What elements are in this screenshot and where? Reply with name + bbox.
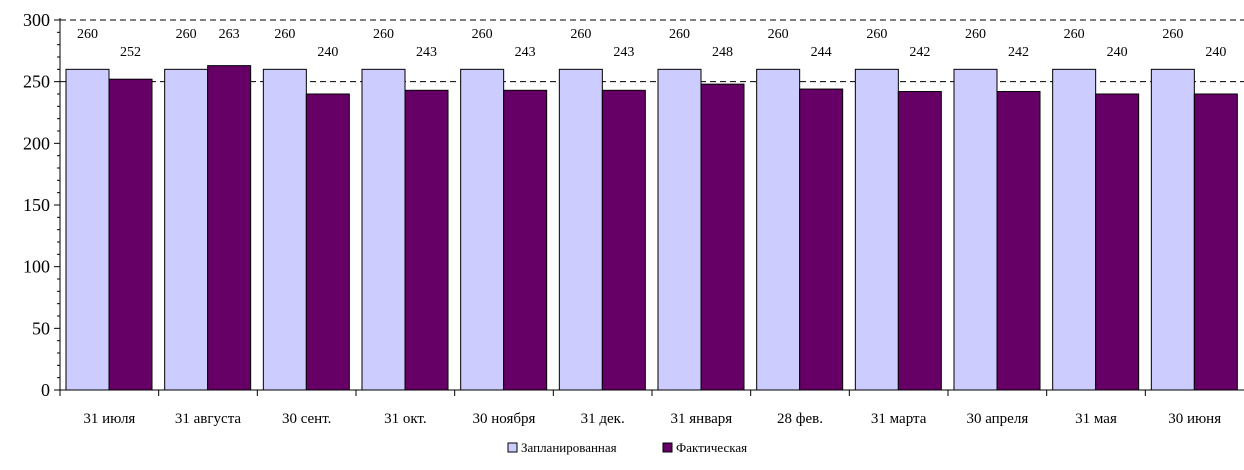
bar-actual	[305, 93, 350, 391]
data-label: 263	[219, 27, 240, 42]
data-label: 248	[712, 45, 733, 60]
data-label: 260	[1064, 27, 1085, 42]
bar-actual	[700, 83, 745, 391]
data-label: 242	[1008, 45, 1029, 60]
x-tick-label: 31 января	[671, 411, 733, 427]
x-tick-label: 30 апреля	[966, 411, 1028, 427]
bar-planned	[558, 68, 603, 391]
bar-actual	[503, 89, 548, 391]
bar-planned	[262, 68, 307, 391]
bar-planned	[1150, 68, 1195, 391]
bar-actual	[1095, 93, 1140, 391]
bar-planned	[460, 68, 505, 391]
bar-planned	[953, 68, 998, 391]
x-tick-label: 30 июня	[1168, 411, 1221, 427]
legend-swatch-actual	[662, 442, 673, 453]
legend-label: Запланированная	[521, 440, 617, 455]
data-label: 260	[570, 27, 591, 42]
data-label: 243	[515, 45, 536, 60]
bar-actual	[404, 89, 449, 391]
bar-planned	[1052, 68, 1097, 391]
bar-actual	[601, 89, 646, 391]
data-label: 252	[120, 45, 141, 60]
bar-planned	[164, 68, 209, 391]
data-label: 260	[965, 27, 986, 42]
data-label: 260	[274, 27, 295, 42]
data-label: 243	[613, 45, 634, 60]
bar-planned	[65, 68, 110, 391]
x-tick-label: 31 июля	[83, 411, 135, 427]
x-tick-label: 31 мая	[1075, 411, 1117, 427]
x-tick-label: 31 дек.	[581, 411, 625, 427]
bar-planned	[854, 68, 899, 391]
y-tick-label: 200	[23, 133, 50, 153]
data-label: 260	[373, 27, 394, 42]
data-label: 260	[176, 27, 197, 42]
y-tick-label: 100	[23, 257, 50, 277]
y-tick-label: 250	[23, 72, 50, 92]
legend-swatch-planned	[507, 442, 518, 453]
data-label: 260	[669, 27, 690, 42]
x-tick-label: 30 сент.	[282, 411, 331, 427]
data-label: 240	[317, 45, 338, 60]
data-label: 260	[77, 27, 98, 42]
data-label: 260	[768, 27, 789, 42]
data-label: 260	[472, 27, 493, 42]
bar-actual	[1193, 93, 1238, 391]
bar-planned	[361, 68, 406, 391]
x-tick-label: 31 августа	[175, 411, 242, 427]
bar-actual	[799, 88, 844, 391]
y-tick-label: 150	[23, 195, 50, 215]
bar-planned	[657, 68, 702, 391]
bar-actual	[897, 91, 942, 391]
x-tick-label: 31 окт.	[384, 411, 427, 427]
data-label: 240	[1205, 45, 1226, 60]
x-tick-label: 31 марта	[871, 411, 927, 427]
bar-actual	[996, 91, 1041, 391]
x-tick-label: 28 фев.	[777, 411, 823, 427]
data-label: 260	[1162, 27, 1183, 42]
data-label: 243	[416, 45, 437, 60]
y-tick-label: 0	[41, 380, 50, 400]
bar-actual	[108, 78, 153, 391]
data-label: 240	[1107, 45, 1128, 60]
bar-actual	[207, 65, 252, 391]
legend-label: Фактическая	[676, 440, 747, 455]
data-label: 260	[866, 27, 887, 42]
bar-planned	[756, 68, 801, 391]
y-tick-label: 300	[23, 10, 50, 30]
data-label: 242	[909, 45, 930, 60]
x-tick-label: 30 ноября	[473, 411, 536, 427]
y-tick-label: 50	[32, 318, 50, 338]
data-label: 244	[811, 45, 832, 60]
